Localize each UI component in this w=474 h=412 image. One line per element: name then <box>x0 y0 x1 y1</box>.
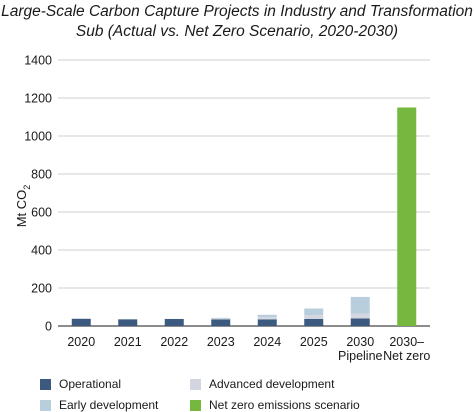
legend-label-net-zero-emissions-scenario: Net zero emissions scenario <box>209 398 360 412</box>
bar-2020-operational <box>71 318 91 326</box>
legend-item-early-development: Early development <box>40 398 158 412</box>
legend-item-net-zero-emissions-scenario: Net zero emissions scenario <box>190 398 360 412</box>
y-tick-label-1200: 1200 <box>24 92 52 106</box>
y-tick-label-600: 600 <box>31 206 52 220</box>
y-tick-label-1000: 1000 <box>24 130 52 144</box>
bar-2024-operational <box>257 319 277 326</box>
bar-2023-operational <box>211 319 231 326</box>
legend-item-operational: Operational <box>40 377 121 391</box>
bar-2030-pipeline-operational <box>350 318 370 326</box>
bar-2025-early-development <box>304 308 324 316</box>
legend-label-advanced-development: Advanced development <box>209 377 335 391</box>
x-tick-label-2022: 2022 <box>160 335 188 349</box>
bar-2023-advanced-development <box>211 318 231 320</box>
bar-2030-pipeline-early-development <box>350 296 370 314</box>
bar-2025-advanced-development <box>304 315 324 319</box>
chart-title-line-1: Large-Scale Carbon Capture Projects in I… <box>1 3 473 20</box>
x-tick-label-2030-net-zero: 2030– Net zero <box>383 335 430 363</box>
bar-2023-early-development <box>211 317 231 319</box>
bar-2022-operational <box>164 318 184 326</box>
x-tick-label-2030-pipeline: 2030 Pipeline <box>338 335 383 363</box>
bar-2024-advanced-development <box>257 317 277 320</box>
chart-title: Large-Scale Carbon Capture Projects in I… <box>0 2 474 42</box>
y-axis-label: Mt CO2 <box>14 185 32 228</box>
x-tick-label-2021: 2021 <box>114 335 142 349</box>
legend-label-operational: Operational <box>59 377 122 391</box>
x-tick-label-2023: 2023 <box>207 335 235 349</box>
y-tick-label-800: 800 <box>31 168 52 182</box>
legend-item-advanced-development: Advanced development <box>190 377 334 391</box>
y-tick-label-200: 200 <box>31 282 52 296</box>
bar-2024-early-development <box>257 314 277 318</box>
legend-label-early-development: Early development <box>59 398 159 412</box>
x-tick-labels: 2020 2021 2022 2023 2024 2025 2030 Pipeline2030… <box>67 335 430 363</box>
bar-2030-net-zero-net-zero-emissions-scenario <box>397 107 417 326</box>
x-tick-label-2024: 2024 <box>253 335 281 349</box>
legend-swatch-operational <box>40 378 51 390</box>
y-tick-label-400: 400 <box>31 244 52 258</box>
x-tick-label-2025: 2025 <box>300 335 328 349</box>
y-tick-label-1400: 1400 <box>24 54 52 68</box>
bar-2021-operational <box>118 319 138 326</box>
bar-2030-pipeline-advanced-development <box>350 313 370 319</box>
y-tick-labels: 0 200 400 600 800 1000 1200 1400 <box>24 54 52 334</box>
bar-2025-operational <box>304 318 324 326</box>
bars <box>71 107 417 326</box>
x-tick-label-2020: 2020 <box>67 335 95 349</box>
legend-swatch-advanced-development <box>190 378 201 390</box>
chart-title-line-2: Sub (Actual vs. Net Zero Scenario, 2020-… <box>75 23 399 40</box>
y-tick-label-0: 0 <box>45 320 52 334</box>
legend-swatch-early-development <box>40 399 51 411</box>
legend-swatch-net-zero-emissions-scenario <box>190 399 201 411</box>
gridlines <box>58 59 430 327</box>
